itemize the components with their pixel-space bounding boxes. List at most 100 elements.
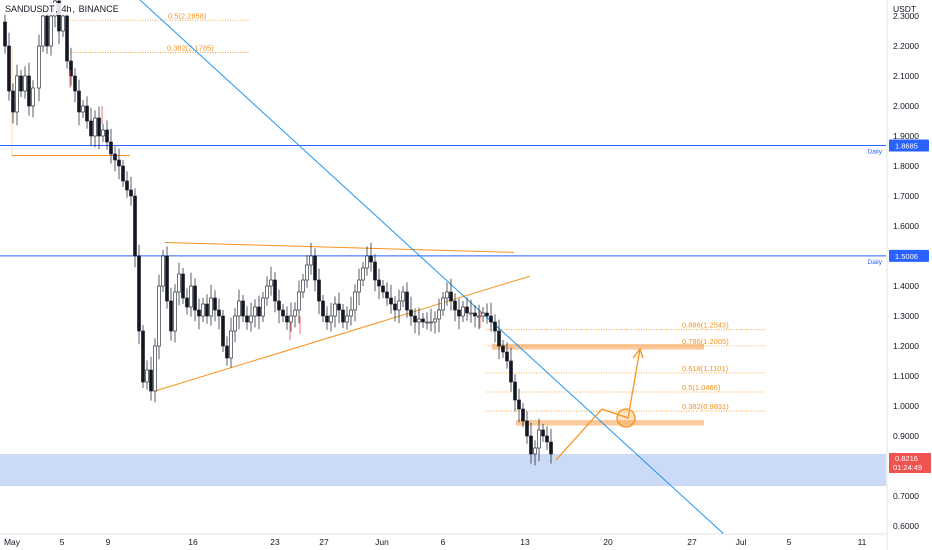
candle-body[interactable] <box>305 264 309 281</box>
candle-body[interactable] <box>277 300 281 311</box>
candle-body[interactable] <box>245 315 249 323</box>
candle-body[interactable] <box>465 306 469 314</box>
candle-body[interactable] <box>273 279 277 302</box>
candle-body[interactable] <box>153 345 157 392</box>
candle-body[interactable] <box>381 285 385 293</box>
candle-body[interactable] <box>521 408 525 422</box>
candle-body[interactable] <box>237 300 241 317</box>
candle-body[interactable] <box>453 300 457 311</box>
candle-body[interactable] <box>109 141 113 155</box>
candle-body[interactable] <box>469 312 473 315</box>
candle-body[interactable] <box>217 309 221 317</box>
candle-body[interactable] <box>365 255 369 269</box>
candle-body[interactable] <box>45 15 49 47</box>
candle-body[interactable] <box>461 306 465 317</box>
candle-body[interactable] <box>113 153 117 161</box>
candle-body[interactable] <box>517 399 521 410</box>
candle-body[interactable] <box>437 309 441 320</box>
candle-body[interactable] <box>3 21 7 47</box>
candle-body[interactable] <box>373 261 377 281</box>
candle-body[interactable] <box>445 291 449 299</box>
candle-body[interactable] <box>145 369 149 383</box>
candle-body[interactable] <box>389 297 393 305</box>
candle-body[interactable] <box>321 300 325 317</box>
candle-body[interactable] <box>313 255 317 281</box>
candle-body[interactable] <box>27 75 31 107</box>
candle-body[interactable] <box>133 195 137 257</box>
candle-body[interactable] <box>81 105 85 113</box>
candle-body[interactable] <box>65 15 69 62</box>
candle-body[interactable] <box>149 369 153 392</box>
candle-body[interactable] <box>345 315 349 323</box>
candle-body[interactable] <box>37 45 41 89</box>
candle-body[interactable] <box>413 315 417 323</box>
candle-body[interactable] <box>201 303 205 317</box>
candle-body[interactable] <box>501 345 505 353</box>
candle-body[interactable] <box>233 315 237 332</box>
candle-body[interactable] <box>193 285 197 311</box>
candle-body[interactable] <box>31 87 35 107</box>
candle-body[interactable] <box>213 297 217 311</box>
candle-body[interactable] <box>97 117 101 137</box>
candle-body[interactable] <box>157 285 161 347</box>
candle-body[interactable] <box>229 330 233 359</box>
candle-body[interactable] <box>509 360 513 383</box>
candle-body[interactable] <box>297 291 301 311</box>
candle-body[interactable] <box>349 309 353 317</box>
candle-body[interactable] <box>513 381 517 401</box>
candle-body[interactable] <box>441 297 445 311</box>
candle-body[interactable] <box>129 189 133 197</box>
candle-body[interactable] <box>77 90 81 113</box>
candle-body[interactable] <box>105 129 109 143</box>
candle-body[interactable] <box>505 351 509 362</box>
candle-body[interactable] <box>353 291 357 311</box>
candle-body[interactable] <box>205 303 209 317</box>
candle-body[interactable] <box>265 285 269 299</box>
candle-body[interactable] <box>301 279 305 293</box>
candle-body[interactable] <box>489 315 493 323</box>
candle-body[interactable] <box>493 321 497 332</box>
candle-body[interactable] <box>533 447 537 455</box>
candle-body[interactable] <box>529 435 533 455</box>
candle-body[interactable] <box>409 309 413 317</box>
candle-body[interactable] <box>177 273 181 293</box>
candle-body[interactable] <box>393 303 397 311</box>
candle-body[interactable] <box>93 117 97 137</box>
candle-body[interactable] <box>405 291 409 311</box>
candle-body[interactable] <box>485 312 489 317</box>
candle-body[interactable] <box>545 435 549 443</box>
candle-body[interactable] <box>41 15 45 47</box>
candle-body[interactable] <box>241 300 245 317</box>
candle-body[interactable] <box>337 303 341 311</box>
candle-body[interactable] <box>161 255 165 287</box>
candle-body[interactable] <box>537 429 541 449</box>
candle-body[interactable] <box>401 291 405 302</box>
candle-body[interactable] <box>477 315 481 318</box>
candle-body[interactable] <box>181 273 185 299</box>
candle-body[interactable] <box>73 75 77 92</box>
candle-body[interactable] <box>341 309 345 323</box>
candle-body[interactable] <box>433 318 437 323</box>
candle-body[interactable] <box>269 279 273 287</box>
candle-body[interactable] <box>7 45 11 92</box>
candle-body[interactable] <box>449 291 453 302</box>
candle-body[interactable] <box>23 75 27 92</box>
candle-body[interactable] <box>225 345 229 359</box>
candle-body[interactable] <box>49 15 53 47</box>
candle-body[interactable] <box>473 312 477 317</box>
candle-body[interactable] <box>385 291 389 299</box>
candle-body[interactable] <box>421 318 425 323</box>
candle-body[interactable] <box>141 330 145 383</box>
candle-body[interactable] <box>333 303 337 317</box>
candle-body[interactable] <box>57 0 61 32</box>
candle-body[interactable] <box>397 300 401 311</box>
candle-body[interactable] <box>549 441 553 455</box>
candle-body[interactable] <box>425 321 429 324</box>
candle-body[interactable] <box>165 255 169 302</box>
candle-body[interactable] <box>19 75 23 92</box>
candle-body[interactable] <box>361 267 365 281</box>
candle-body[interactable] <box>285 315 289 323</box>
candle-body[interactable] <box>15 75 19 113</box>
